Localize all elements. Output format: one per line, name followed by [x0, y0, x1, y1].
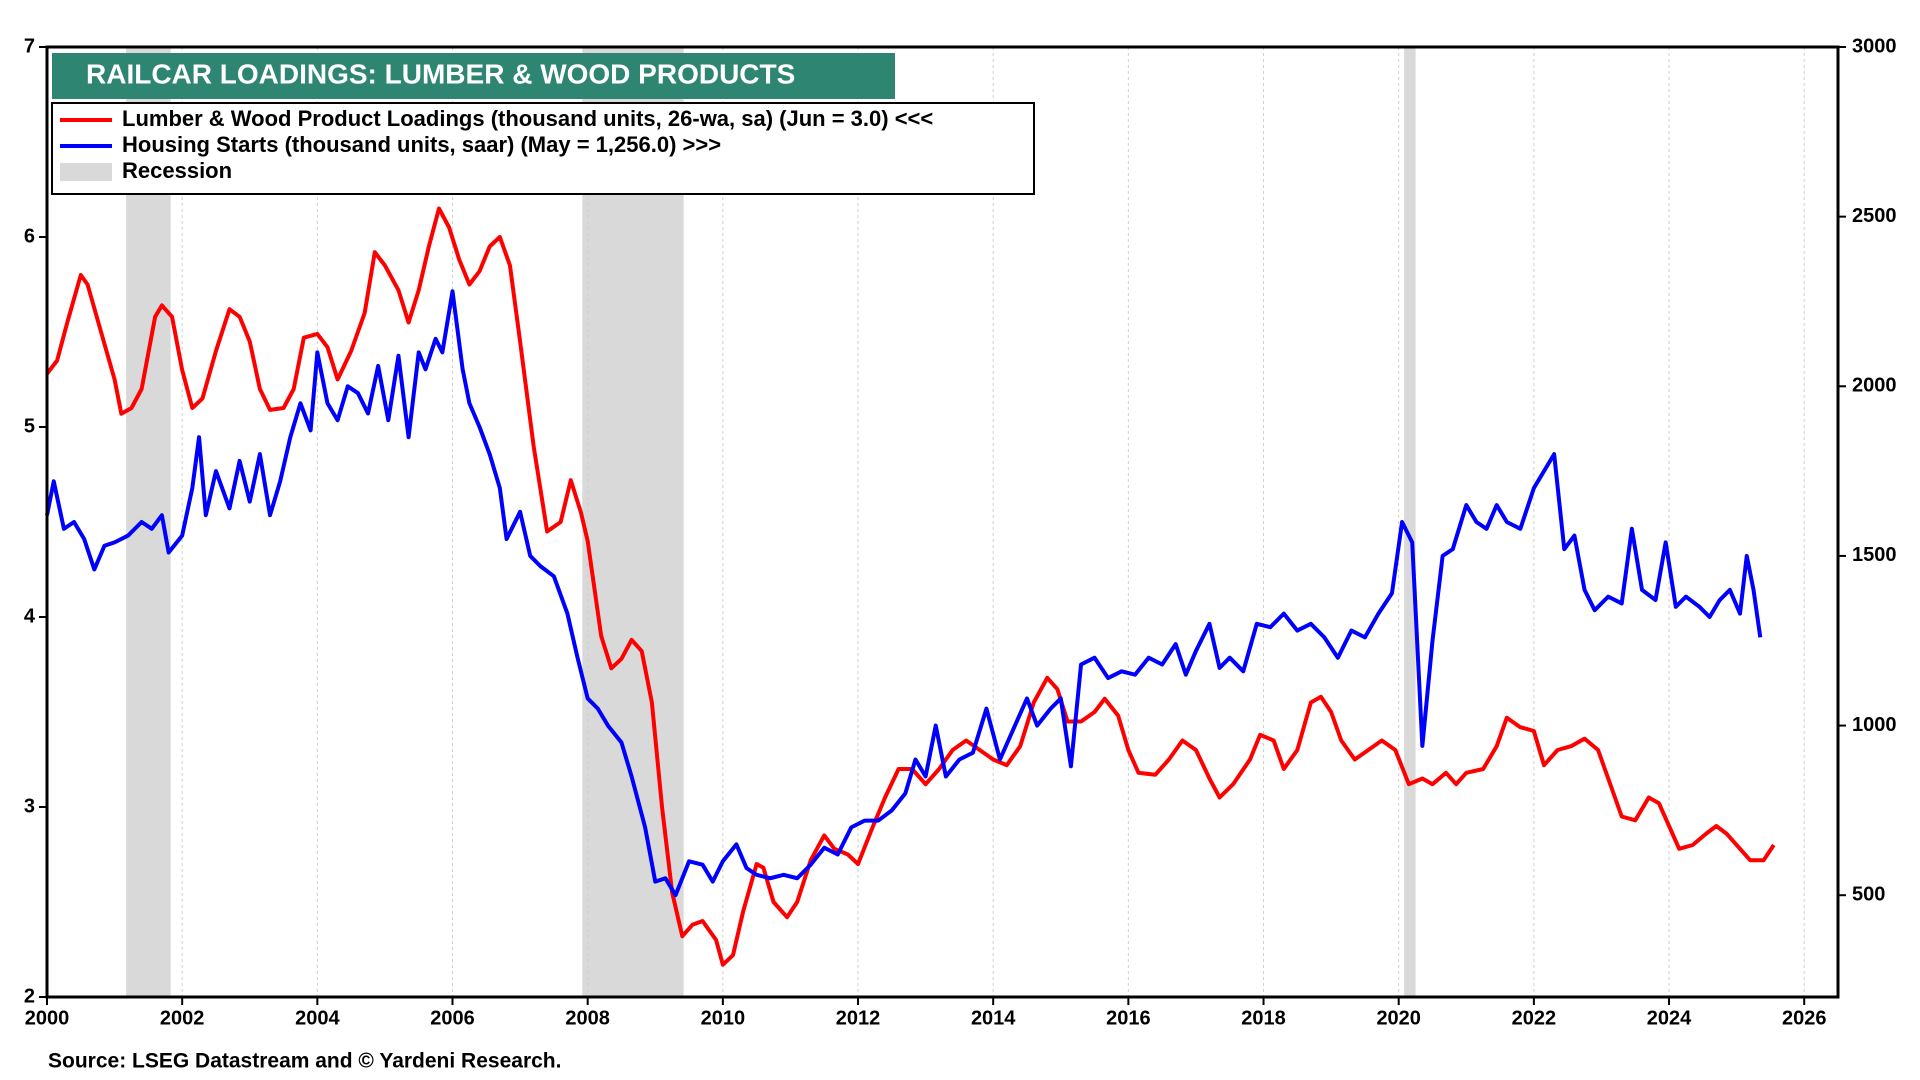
x-tick-label: 2024: [1647, 1007, 1692, 1029]
x-tick-label: 2002: [160, 1007, 205, 1029]
x-tick-label: 2012: [836, 1007, 881, 1029]
y2-tick-label: 1500: [1852, 544, 1897, 566]
x-tick-label: 2018: [1241, 1007, 1286, 1029]
chart-title: RAILCAR LOADINGS: LUMBER & WOOD PRODUCTS: [86, 58, 795, 89]
y2-tick-label: 2500: [1852, 205, 1897, 227]
x-tick-label: 2014: [971, 1007, 1016, 1029]
legend-label: Lumber & Wood Product Loadings (thousand…: [122, 106, 933, 131]
y2-tick-label: 500: [1852, 883, 1885, 905]
x-tick-label: 2020: [1376, 1007, 1421, 1029]
y-tick-label: 6: [24, 225, 35, 247]
x-tick-label: 2016: [1106, 1007, 1151, 1029]
y-tick-label: 2: [24, 985, 35, 1007]
x-tick-label: 2022: [1512, 1007, 1557, 1029]
y-tick-label: 3: [24, 795, 35, 817]
y-tick-label: 5: [24, 415, 35, 437]
recession-bands: [126, 47, 1416, 997]
x-tick-label: 2006: [430, 1007, 475, 1029]
x-tick-label: 2004: [295, 1007, 340, 1029]
legend-label: Recession: [122, 158, 232, 183]
series-lines: [45, 206, 1776, 967]
legend-swatch: [60, 163, 112, 181]
y2-tick-label: 1000: [1852, 714, 1897, 736]
legend-box: [51, 102, 1035, 195]
y2-tick-label: 2000: [1852, 375, 1897, 397]
source-note: Source: LSEG Datastream and © Yardeni Re…: [48, 1050, 561, 1073]
legend: Lumber & Wood Product Loadings (thousand…: [60, 106, 933, 183]
x-tick-label: 2010: [701, 1007, 746, 1029]
title-box: [52, 53, 895, 99]
x-tick-label: 2008: [565, 1007, 610, 1029]
x-tick-label: 2026: [1782, 1007, 1827, 1029]
grid: 2000 2002 2004 2006 2008 2010 2012 2014 2016 2018…: [24, 35, 1897, 1029]
y-tick-label: 7: [24, 35, 35, 57]
y-tick-label: 4: [24, 605, 36, 627]
series-line: [45, 206, 1776, 967]
x-tick-label: 2000: [25, 1007, 70, 1029]
plot-frame: [45, 45, 1840, 999]
recession-band: [1404, 47, 1416, 997]
series-line: [45, 289, 1763, 898]
y2-tick-label: 3000: [1852, 35, 1897, 57]
legend-label: Housing Starts (thousand units, saar) (M…: [122, 132, 721, 157]
